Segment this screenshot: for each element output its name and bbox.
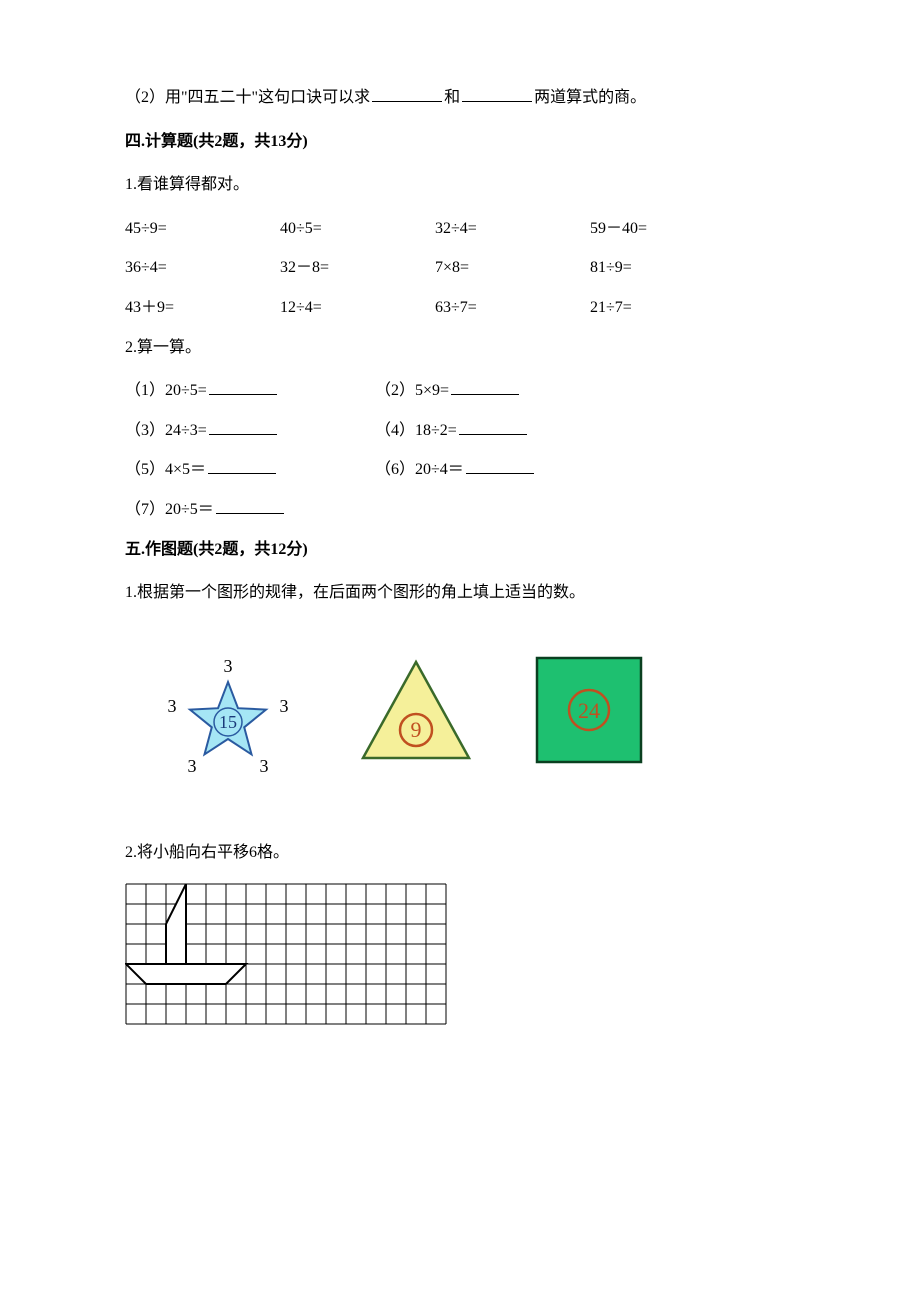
pair-row: （1）20÷5= （2）5×9= xyxy=(125,378,795,404)
boat-grid-wrap xyxy=(125,883,795,1034)
square-figure: 24 xyxy=(529,650,649,770)
pair-row: （3）24÷3= （4）18÷2= xyxy=(125,418,795,444)
calc-cell: 32÷4= xyxy=(435,216,590,242)
answer-blank[interactable] xyxy=(208,458,276,474)
pair-left: （1）20÷5= xyxy=(125,378,375,404)
s4q1-row: 45÷9= 40÷5= 32÷4= 59－40= xyxy=(125,216,795,242)
pair-expr: （6）20÷4＝ xyxy=(375,461,464,478)
svg-text:15: 15 xyxy=(219,712,237,732)
q3-2-mid: 和 xyxy=(444,89,460,106)
s4q1-grid: 45÷9= 40÷5= 32÷4= 59－40= 36÷4= 32－8= 7×8… xyxy=(125,216,795,321)
blank-2[interactable] xyxy=(462,86,532,102)
svg-text:3: 3 xyxy=(260,756,269,776)
pair-left: （7）20÷5＝ xyxy=(125,497,375,523)
calc-cell: 81÷9= xyxy=(590,255,745,281)
pair-right: （2）5×9= xyxy=(375,378,521,404)
calc-cell: 21÷7= xyxy=(590,295,745,321)
section5-title: 五.作图题(共2题，共12分) xyxy=(125,537,795,563)
pair-expr: （2）5×9= xyxy=(375,382,449,399)
pair-right: （6）20÷4＝ xyxy=(375,457,536,483)
calc-cell: 63÷7= xyxy=(435,295,590,321)
answer-blank[interactable] xyxy=(451,379,519,395)
s4q2-pairs: （1）20÷5= （2）5×9= （3）24÷3= （4）18÷2= （5）4×… xyxy=(125,378,795,522)
s4q1-label: 1.看谁算得都对。 xyxy=(125,172,795,198)
calc-cell: 59－40= xyxy=(590,216,745,242)
answer-blank[interactable] xyxy=(216,498,284,514)
pair-row: （7）20÷5＝ xyxy=(125,497,795,523)
calc-cell: 12÷4= xyxy=(280,295,435,321)
blank-1[interactable] xyxy=(372,86,442,102)
calc-cell: 45÷9= xyxy=(125,216,280,242)
s5q1-label: 1.根据第一个图形的规律，在后面两个图形的角上填上适当的数。 xyxy=(125,580,795,606)
s4q2-label: 2.算一算。 xyxy=(125,335,795,361)
svg-text:24: 24 xyxy=(578,698,600,723)
pair-expr: （1）20÷5= xyxy=(125,382,207,399)
pair-expr: （4）18÷2= xyxy=(375,422,457,439)
pair-left: （5）4×5＝ xyxy=(125,457,375,483)
calc-cell: 40÷5= xyxy=(280,216,435,242)
s4q1-row: 43＋9= 12÷4= 63÷7= 21÷7= xyxy=(125,295,795,321)
s5q2-label: 2.将小船向右平移6格。 xyxy=(125,840,795,866)
boat-grid xyxy=(125,883,447,1025)
svg-text:3: 3 xyxy=(224,656,233,676)
answer-blank[interactable] xyxy=(209,379,277,395)
answer-blank[interactable] xyxy=(466,458,534,474)
q3-2-suffix: 两道算式的商。 xyxy=(534,89,646,106)
calc-cell: 32－8= xyxy=(280,255,435,281)
svg-text:3: 3 xyxy=(188,756,197,776)
pair-left: （3）24÷3= xyxy=(125,418,375,444)
calc-cell: 36÷4= xyxy=(125,255,280,281)
pair-row: （5）4×5＝ （6）20÷4＝ xyxy=(125,457,795,483)
svg-text:3: 3 xyxy=(168,696,177,716)
svg-text:9: 9 xyxy=(411,717,422,742)
section4-title: 四.计算题(共2题，共13分) xyxy=(125,129,795,155)
pair-expr: （7）20÷5＝ xyxy=(125,501,214,518)
pair-expr: （3）24÷3= xyxy=(125,422,207,439)
triangle-figure: 9 xyxy=(351,650,481,770)
calc-cell: 7×8= xyxy=(435,255,590,281)
figure-row: 15 3 3 3 3 3 9 24 xyxy=(153,630,795,790)
q3-2-line: （2）用"四五二十"这句口诀可以求 和 两道算式的商。 xyxy=(125,85,795,111)
s4q1-row: 36÷4= 32－8= 7×8= 81÷9= xyxy=(125,255,795,281)
answer-blank[interactable] xyxy=(209,419,277,435)
star-figure: 15 3 3 3 3 3 xyxy=(153,630,303,790)
calc-cell: 43＋9= xyxy=(125,295,280,321)
pair-right: （4）18÷2= xyxy=(375,418,529,444)
answer-blank[interactable] xyxy=(459,419,527,435)
pair-expr: （5）4×5＝ xyxy=(125,461,206,478)
q3-2-prefix: （2）用"四五二十"这句口诀可以求 xyxy=(125,89,370,106)
svg-text:3: 3 xyxy=(280,696,289,716)
